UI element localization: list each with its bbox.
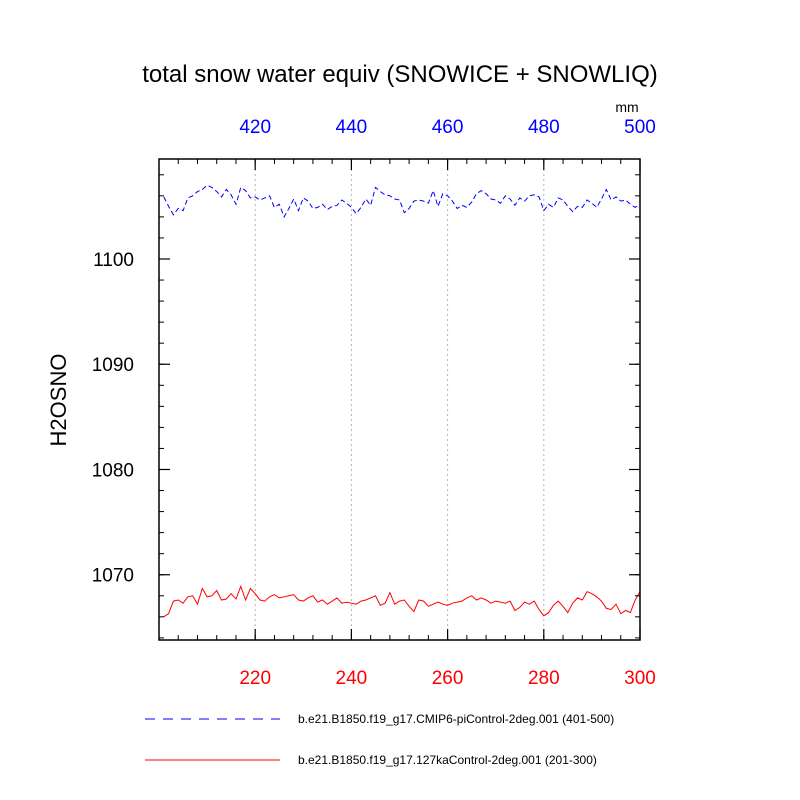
series-line-1: [163, 184, 641, 219]
chart-title: total snow water equiv (SNOWICE + SNOWLI…: [142, 61, 657, 88]
y-axis-label: H2OSNO: [46, 354, 71, 447]
y-tick-label: 1100: [93, 250, 134, 271]
top-tick-label: 500: [624, 117, 656, 138]
legend-label-1: b.e21.B1850.f19_g17.CMIP6-piControl-2deg…: [298, 712, 614, 726]
y-tick-label: 1070: [92, 566, 134, 587]
units-label: mm: [615, 99, 638, 115]
x-tick-label: 280: [528, 668, 560, 689]
x-tick-label: 300: [624, 668, 656, 689]
grid-lines: [254, 159, 545, 640]
top-tick-label: 440: [336, 117, 368, 138]
x-tick-label: 240: [336, 668, 368, 689]
x-tick-label: 260: [432, 668, 464, 689]
y-tick-label: 1090: [92, 355, 134, 376]
series-line-2: [163, 584, 641, 618]
top-tick-label: 460: [432, 117, 464, 138]
legend-label-2: b.e21.B1850.f19_g17.127kaControl-2deg.00…: [298, 753, 597, 767]
top-tick-label: 480: [528, 117, 560, 138]
axis-ticks: 220 240 260 280 300 420 440 460 480 500 1070 1080 10…: [92, 117, 656, 689]
top-tick-label: 420: [239, 117, 271, 138]
y-tick-label: 1080: [92, 460, 134, 481]
plot-frame: [158, 158, 641, 641]
series-layer: [163, 184, 641, 618]
legend: b.e21.B1850.f19_g17.CMIP6-piControl-2deg…: [145, 712, 614, 767]
x-tick-label: 220: [239, 668, 271, 689]
